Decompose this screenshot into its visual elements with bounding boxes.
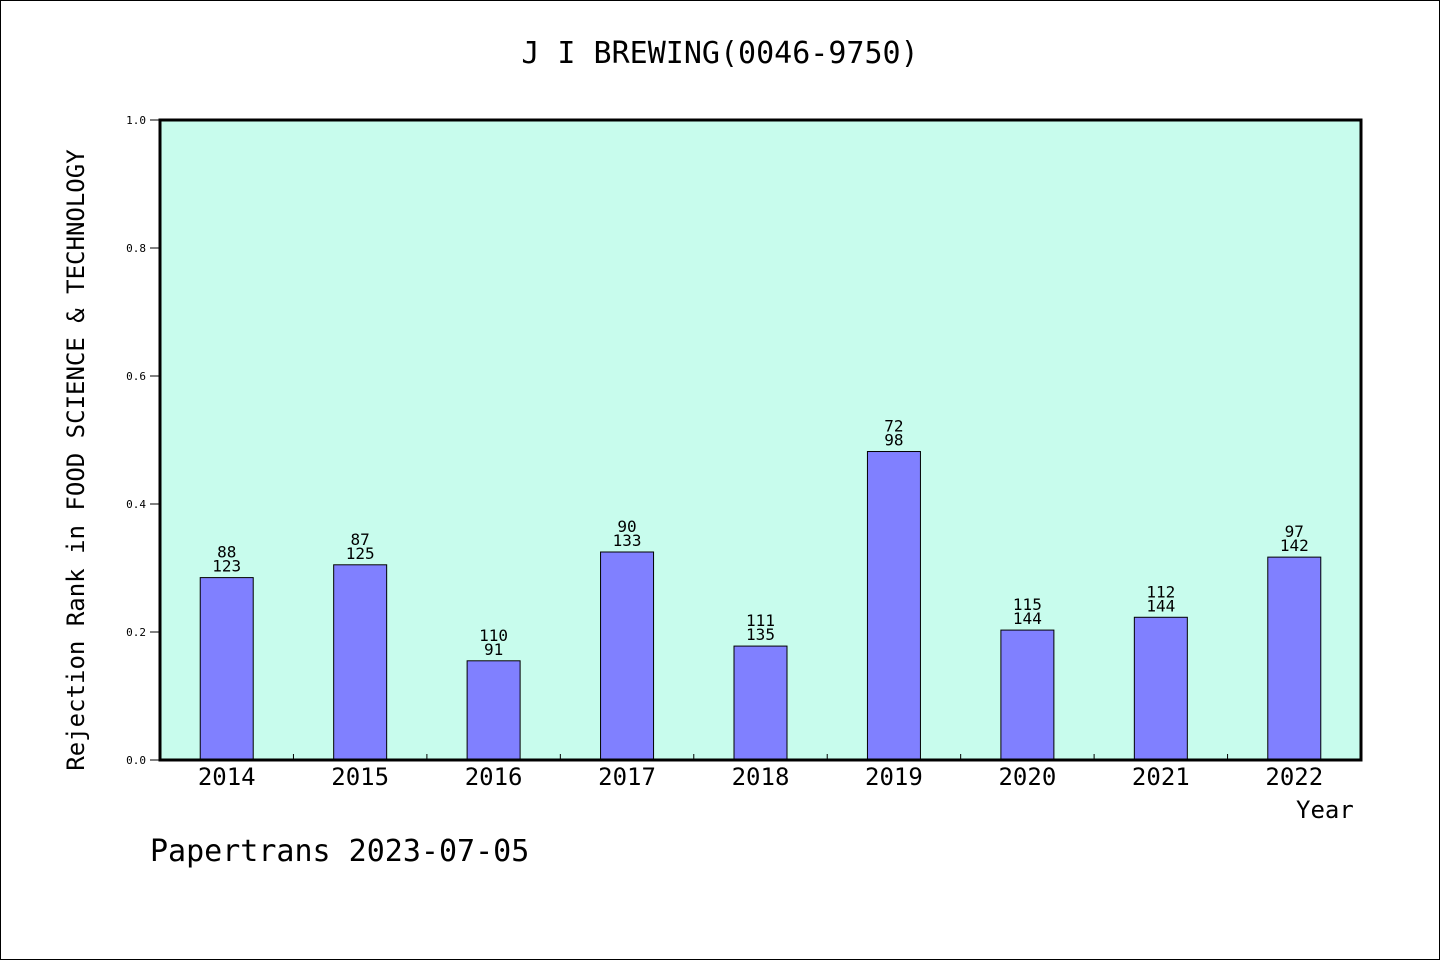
bar-label-bottom-2015: 125 xyxy=(346,544,375,563)
bar-labels-layer: 8812387125110919013311113572981151441121… xyxy=(212,417,1308,659)
chart-title: J I BREWING(0046-9750) xyxy=(521,36,919,71)
bar-label-top-2021: 112 xyxy=(1146,582,1175,601)
bar-label-bottom-2017: 133 xyxy=(613,531,642,550)
bar-2021 xyxy=(1133,616,1188,761)
y-axis-label: Rejection Rank in FOOD SCIENCE & TECHNOL… xyxy=(62,149,90,771)
bar-label-top-2020: 115 xyxy=(1013,595,1042,614)
x-tick-label-2014: 2014 xyxy=(198,763,256,791)
bar-label-top-2022: 97 xyxy=(1285,522,1304,541)
bar-2014 xyxy=(199,577,254,761)
x-tick-label-2016: 2016 xyxy=(465,763,523,791)
bar-2015 xyxy=(333,564,388,761)
y-tick-label: 0.0 xyxy=(126,754,146,767)
bar-label-top-2015: 87 xyxy=(351,530,370,549)
bar-2020 xyxy=(1000,629,1055,761)
footer-credit: Papertrans 2023-07-05 xyxy=(150,834,530,869)
bar-label-bottom-2020: 144 xyxy=(1013,609,1042,628)
x-tick-label-2019: 2019 xyxy=(865,763,923,791)
x-axis: 2014 2015 2016 2017 2018 2019 2020 2021 2022 xyxy=(198,754,1323,791)
x-tick-label-2022: 2022 xyxy=(1265,763,1323,791)
bar-label-top-2014: 88 xyxy=(217,543,236,562)
bar-2017 xyxy=(600,551,655,761)
bar-label-bottom-2022: 142 xyxy=(1280,536,1309,555)
y-tick-label: 0.2 xyxy=(126,626,146,639)
x-tick-label-2018: 2018 xyxy=(732,763,790,791)
x-axis-label: Year xyxy=(1296,796,1354,824)
y-tick-label: 0.4 xyxy=(126,498,146,511)
x-tick-label-2015: 2015 xyxy=(331,763,389,791)
bar-label-bottom-2016: 91 xyxy=(484,640,503,659)
bar-label-bottom-2021: 144 xyxy=(1146,596,1175,615)
bars-layer xyxy=(199,451,1322,761)
bar-2018 xyxy=(733,645,788,761)
bar-label-top-2019: 72 xyxy=(884,417,903,436)
bar-label-top-2017: 90 xyxy=(617,517,636,536)
bar-label-bottom-2019: 98 xyxy=(884,431,903,450)
x-tick-label-2020: 2020 xyxy=(998,763,1056,791)
bar-label-top-2018: 111 xyxy=(746,611,775,630)
bar-2019 xyxy=(866,451,921,761)
bar-label-top-2016: 110 xyxy=(479,626,508,645)
x-tick-label-2017: 2017 xyxy=(598,763,656,791)
bar-2022 xyxy=(1267,556,1322,761)
y-axis: 0.0 0.2 0.4 0.6 0.8 1.0 xyxy=(126,114,160,767)
bar-2016 xyxy=(466,660,521,761)
y-tick-label: 0.6 xyxy=(126,370,146,383)
bar-label-bottom-2018: 135 xyxy=(746,625,775,644)
x-tick-label-2021: 2021 xyxy=(1132,763,1190,791)
bar-label-bottom-2014: 123 xyxy=(212,557,241,576)
plot-border xyxy=(158,118,1363,762)
y-tick-label: 1.0 xyxy=(126,114,146,127)
y-tick-label: 0.8 xyxy=(126,242,146,255)
